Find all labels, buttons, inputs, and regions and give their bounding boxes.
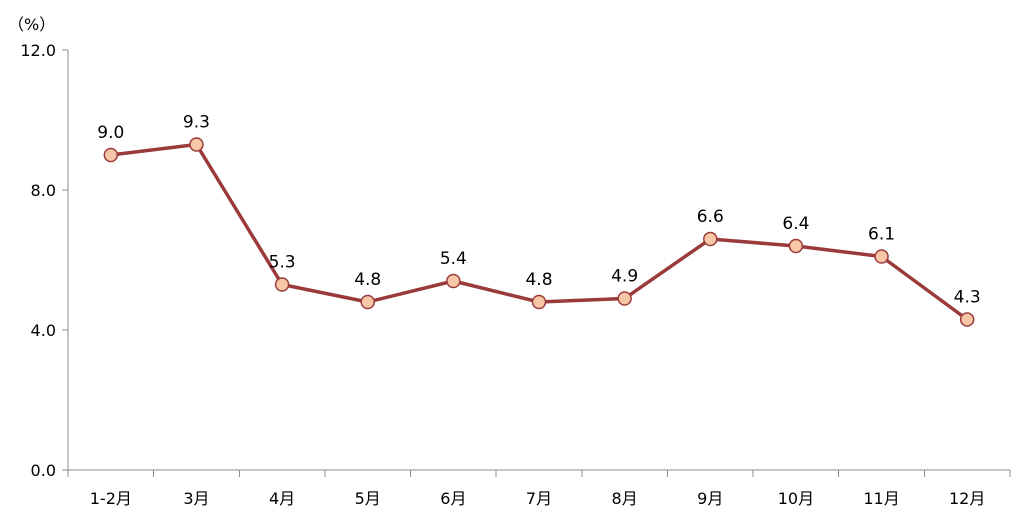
data-point (360, 294, 375, 310)
data-point (274, 277, 290, 292)
data-label: 6.6 (697, 207, 724, 227)
data-label: 6.1 (868, 225, 895, 245)
x-tick-label: 6月 (440, 489, 466, 508)
data-point (103, 147, 119, 163)
data-point (189, 137, 204, 152)
y-tick-label: 8.0 (31, 181, 56, 200)
x-tick-label: 11月 (863, 489, 899, 508)
data-label: 4.9 (611, 267, 638, 287)
data-label: 9.3 (183, 113, 210, 133)
data-label: 9.0 (97, 123, 124, 143)
data-point (617, 291, 632, 306)
x-tick-label: 7月 (526, 489, 552, 508)
data-point (446, 273, 461, 289)
y-tick-label: 0.0 (31, 461, 56, 480)
y-tick-label: 4.0 (31, 321, 56, 340)
axes (62, 49, 1011, 477)
data-label: 4.8 (525, 270, 552, 290)
x-tick-label: 5月 (355, 489, 381, 508)
x-tick-label: 1-2月 (90, 489, 132, 508)
x-tick-label: 12月 (949, 489, 985, 508)
x-tick-label: 4月 (269, 489, 295, 508)
tick-labels: 0.0 4.0 8.0 12.0 1-2月 3月 4月 5月 6月 7月 8月 9月 10月 11月 12月 (20, 41, 985, 508)
y-tick-label: 12.0 (20, 41, 56, 60)
data-point (703, 231, 718, 247)
series (103, 137, 975, 327)
data-label: 6.4 (782, 214, 809, 234)
x-tick-label: 9月 (697, 489, 723, 508)
data-point (959, 312, 975, 327)
data-label: 5.4 (440, 249, 467, 269)
x-tick-label: 10月 (778, 489, 814, 508)
data-point (788, 238, 804, 254)
data-label: 4.8 (354, 270, 381, 290)
x-tick-label: 3月 (183, 489, 209, 508)
data-label: 5.3 (269, 253, 296, 273)
data-label: 4.3 (954, 288, 981, 308)
data-labels: 9.0 9.3 5.3 4.8 5.4 4.8 4.9 6.6 6.4 6.1 4.3 (97, 113, 980, 308)
x-tick-label: 8月 (612, 489, 638, 508)
data-point (531, 294, 547, 310)
data-point (874, 249, 889, 264)
series-line (110, 142, 969, 321)
y-axis-unit-label: （%） (8, 15, 55, 34)
